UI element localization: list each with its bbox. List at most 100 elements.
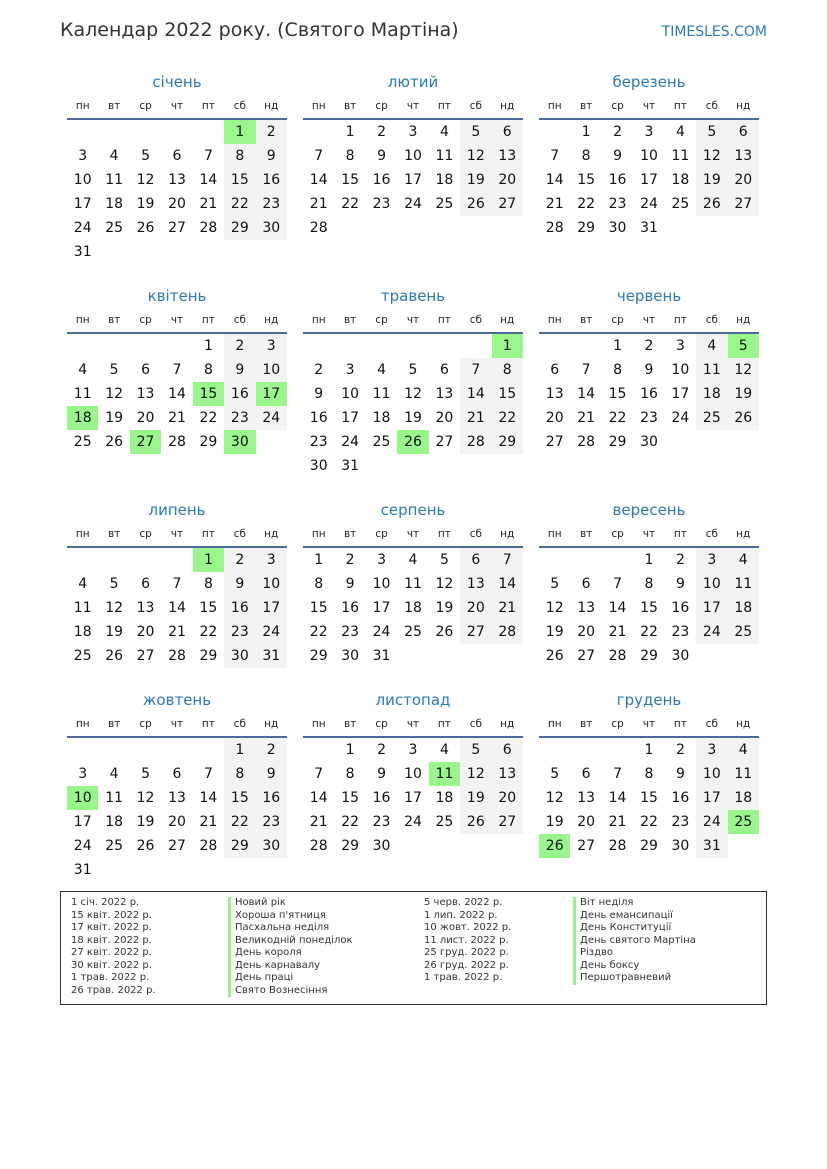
day-cell: 26 — [136, 220, 155, 236]
day-cell: 5 — [141, 148, 151, 164]
day-cell: 11 — [404, 576, 422, 592]
legend-item: 1 лип. 2022 р. День емансипації — [424, 909, 764, 922]
weekday-label: нд — [500, 528, 515, 540]
day-cell — [665, 216, 696, 240]
week-row: 21 22 23 24 25 26 27 — [303, 192, 523, 216]
day-cell: 23 — [671, 814, 690, 830]
weekday-label: ср — [611, 718, 624, 730]
day-cell: 14 — [168, 386, 186, 402]
day-cell: 23 — [224, 406, 256, 430]
day-cell: 1 — [613, 338, 623, 354]
weekday-label: чт — [406, 314, 420, 326]
weekday-header: пн вт ср чт пт сб нд — [303, 308, 523, 334]
day-cell: 28 — [199, 220, 218, 236]
day-cell: 14 — [491, 572, 523, 596]
legend-column: 5 черв. 2022 р. Віт неділя 1 лип. 2022 р. Д… — [424, 897, 764, 985]
day-cell: 13 — [168, 172, 186, 188]
day-cell: 9 — [675, 766, 685, 782]
day-cell: 21 — [577, 410, 596, 426]
day-cell: 7 — [581, 362, 591, 378]
weekday-label: сб — [705, 314, 718, 326]
day-cell: 22 — [224, 810, 256, 834]
holiday-name: День боксу — [573, 959, 639, 972]
weekday-label: ср — [139, 528, 152, 540]
week-row: 26 27 28 29 30 31 — [539, 834, 759, 858]
day-cell: 26 — [136, 838, 155, 854]
day-cell — [429, 454, 460, 478]
brand-link[interactable]: TIMESLES.COM — [661, 24, 767, 40]
weekday-label: пт — [437, 100, 451, 112]
day-cell: 5 — [696, 120, 728, 144]
day-cell: 4 — [439, 124, 449, 140]
day-cell: 30 — [224, 644, 256, 668]
day-cell: 13 — [545, 386, 564, 402]
weekday-label: нд — [736, 718, 751, 730]
day-cell: 5 — [141, 766, 151, 782]
weekday-label: вт — [107, 314, 121, 326]
weekday-header: пн вт ср чт пт сб нд — [67, 712, 287, 738]
day-cell — [696, 216, 727, 240]
day-cell: 16 — [671, 600, 690, 616]
day-cell: 28 — [491, 620, 523, 644]
day-cell: 26 — [105, 434, 124, 450]
day-cell — [161, 120, 192, 144]
day-cell: 6 — [172, 148, 182, 164]
day-cell: 24 — [696, 810, 728, 834]
day-cell — [67, 334, 98, 358]
holiday-day-cell: 18 — [67, 406, 99, 430]
holiday-name: Великодній понеділок — [228, 934, 353, 947]
day-cell: 27 — [435, 434, 454, 450]
weekday-label: нд — [264, 314, 279, 326]
week-row: 20 21 22 23 24 25 26 — [539, 406, 759, 430]
day-cell: 14 — [608, 600, 627, 616]
day-cell: 21 — [491, 596, 523, 620]
legend-item: 26 груд. 2022 р. День боксу — [424, 959, 764, 972]
day-cell: 23 — [671, 624, 690, 640]
day-cell: 12 — [727, 358, 759, 382]
day-cell: 15 — [341, 790, 360, 806]
day-cell: 2 — [224, 334, 256, 358]
weekday-label: ср — [139, 100, 152, 112]
day-cell — [460, 216, 491, 240]
day-cell — [539, 548, 570, 572]
holiday-date: 5 черв. 2022 р. — [424, 897, 503, 908]
day-cell: 3 — [408, 742, 418, 758]
weekday-label: сб — [233, 718, 246, 730]
day-cell: 31 — [696, 834, 728, 858]
week-row: 14 15 16 17 18 19 20 — [303, 168, 523, 192]
day-cell: 13 — [491, 762, 523, 786]
day-cell: 26 — [696, 192, 728, 216]
day-cell — [161, 738, 192, 762]
week-row: 4 5 6 7 8 9 10 — [67, 358, 287, 382]
week-row: 5 6 7 8 9 10 11 — [539, 572, 759, 596]
holiday-date: 17 квіт. 2022 р. — [71, 922, 152, 933]
day-cell — [224, 240, 255, 264]
day-cell: 25 — [671, 196, 690, 212]
weekday-label: пн — [311, 528, 326, 540]
day-cell: 29 — [224, 216, 256, 240]
day-cell: 28 — [608, 838, 627, 854]
day-cell: 19 — [727, 382, 759, 406]
day-cell: 24 — [404, 196, 422, 212]
month-name: квітень — [147, 287, 207, 305]
day-cell — [728, 216, 759, 240]
day-cell: 28 — [168, 434, 186, 450]
holiday-day-cell: 26 — [539, 834, 571, 858]
day-cell: 15 — [608, 386, 627, 402]
day-cell: 9 — [675, 576, 685, 592]
day-cell: 11 — [105, 172, 124, 188]
holiday-day-cell: 10 — [67, 786, 99, 810]
day-cell — [539, 334, 570, 358]
day-cell: 17 — [640, 172, 658, 188]
day-cell: 3 — [255, 334, 287, 358]
day-cell — [161, 548, 192, 572]
day-cell: 2 — [644, 338, 654, 354]
day-cell: 18 — [671, 172, 690, 188]
day-cell: 25 — [435, 814, 454, 830]
weekday-label: сб — [705, 528, 718, 540]
holiday-name: День святого Мартіна — [573, 934, 696, 947]
day-cell: 26 — [727, 406, 759, 430]
month-name: лютий — [387, 73, 439, 91]
